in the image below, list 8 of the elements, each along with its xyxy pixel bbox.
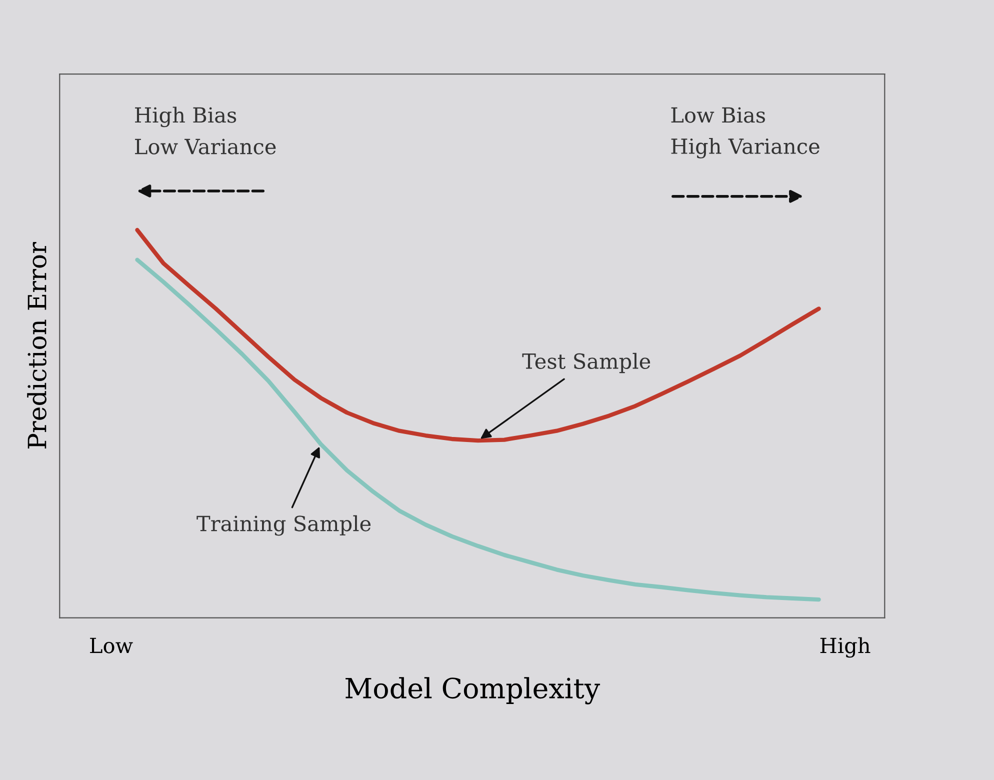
text: High Bias Low Variance <box>135 106 276 154</box>
x-tick-label: Low <box>90 638 133 654</box>
series-label: Test Sample <box>522 352 650 374</box>
series-label: Training Sample <box>196 515 371 536</box>
text: Low Bias High Variance <box>671 107 820 158</box>
x-tick-label: High <box>820 637 870 658</box>
x-axis-title: Model Complexity <box>346 677 600 704</box>
y-axis-title: Prediction Error <box>27 242 46 448</box>
